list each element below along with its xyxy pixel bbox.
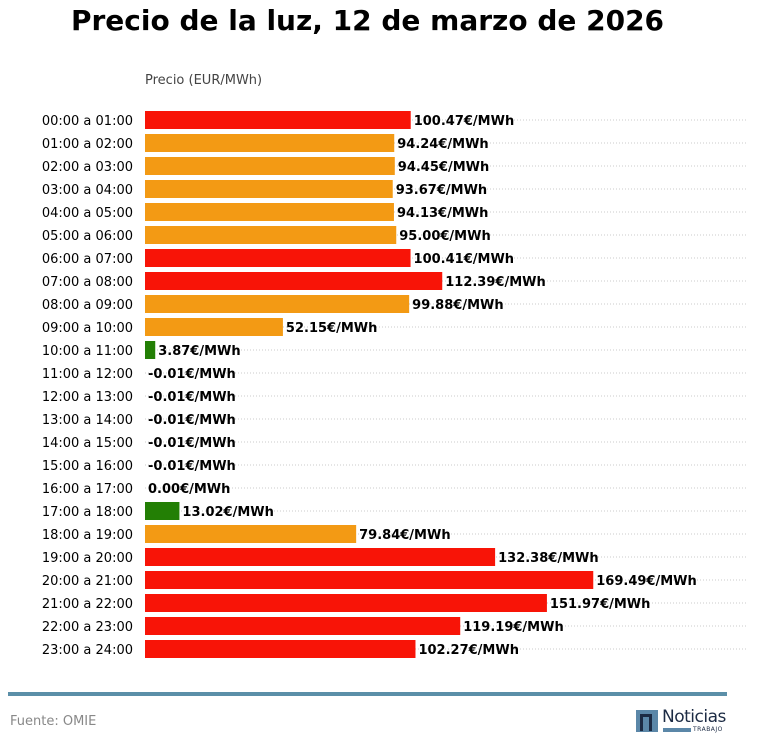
bar <box>145 226 397 244</box>
bar <box>145 571 594 589</box>
category-tick-label: 03:00 a 04:00 <box>42 183 133 198</box>
value-label: 93.67€/MWh <box>396 183 487 198</box>
value-label: 94.13€/MWh <box>397 206 488 221</box>
value-label: 151.97€/MWh <box>550 597 651 612</box>
bar <box>145 272 443 290</box>
category-tick-label: 05:00 a 06:00 <box>42 229 133 244</box>
bar <box>145 203 394 221</box>
category-tick-label: 07:00 a 08:00 <box>42 275 133 290</box>
x-axis-label: Precio (EUR/MWh) <box>145 73 263 88</box>
category-tick-label: 15:00 a 16:00 <box>42 459 133 474</box>
value-label: 100.47€/MWh <box>414 114 514 129</box>
bar <box>145 318 283 336</box>
category-tick-label: 00:00 a 01:00 <box>42 114 133 129</box>
category-tick-label: 21:00 a 22:00 <box>42 597 133 612</box>
bar <box>145 594 547 612</box>
value-label: 169.49€/MWh <box>596 574 697 589</box>
footer-divider <box>8 692 727 696</box>
value-label: 3.87€/MWh <box>158 344 240 359</box>
category-tick-label: 18:00 a 19:00 <box>42 528 133 543</box>
category-tick-label: 01:00 a 02:00 <box>42 137 133 152</box>
category-tick-label: 19:00 a 20:00 <box>42 551 133 566</box>
bar <box>145 525 357 543</box>
logo-text: Noticias <box>662 707 726 727</box>
bar <box>145 548 496 566</box>
chart-title: Precio de la luz, 12 de marzo de 2026 <box>70 4 665 37</box>
category-ticks: 00:00 a 01:00 01:00 a 02:00 02:00 a 03:00 0… <box>42 114 133 658</box>
category-tick-label: 23:00 a 24:00 <box>42 643 133 658</box>
value-label: 52.15€/MWh <box>286 321 377 336</box>
logo-subtext: TRABAJO <box>693 726 723 733</box>
bar <box>145 502 180 520</box>
value-label: 100.41€/MWh <box>414 252 514 267</box>
bar <box>145 640 416 658</box>
category-tick-label: 14:00 a 15:00 <box>42 436 133 451</box>
value-label: -0.01€/MWh <box>148 390 236 405</box>
category-tick-label: 17:00 a 18:00 <box>42 505 133 520</box>
value-label: 132.38€/MWh <box>498 551 598 566</box>
category-tick-label: 09:00 a 10:00 <box>42 321 133 336</box>
category-tick-label: 08:00 a 09:00 <box>42 298 133 313</box>
category-tick-label: 11:00 a 12:00 <box>42 367 133 382</box>
value-label: -0.01€/MWh <box>148 413 236 428</box>
value-label: -0.01€/MWh <box>148 436 236 451</box>
value-label: 95.00€/MWh <box>399 229 490 244</box>
value-labels: 100.47€/MWh 94.24€/MWh 94.45€/MWh 93.67€/MW… <box>148 114 697 658</box>
value-label: 102.27€/MWh <box>418 643 519 658</box>
bar <box>145 341 156 359</box>
bar <box>145 134 395 152</box>
value-label: 94.45€/MWh <box>398 160 489 175</box>
category-tick-label: 13:00 a 14:00 <box>42 413 133 428</box>
value-label: 99.88€/MWh <box>412 298 503 313</box>
category-tick-label: 22:00 a 23:00 <box>42 620 133 635</box>
bars <box>145 111 594 658</box>
value-label: 13.02€/MWh <box>182 505 273 520</box>
category-tick-label: 16:00 a 17:00 <box>42 482 133 497</box>
value-label: -0.01€/MWh <box>148 459 236 474</box>
value-label: 0.00€/MWh <box>148 482 230 497</box>
value-label: 119.19€/MWh <box>463 620 564 635</box>
bar <box>145 111 411 129</box>
grid-lines <box>145 119 748 650</box>
bar <box>145 295 410 313</box>
logo-n-icon <box>636 710 658 732</box>
noticias-trabajo-logo: Noticias TRABAJO <box>636 707 731 736</box>
category-tick-label: 04:00 a 05:00 <box>42 206 133 221</box>
category-tick-label: 12:00 a 13:00 <box>42 390 133 405</box>
value-label: 79.84€/MWh <box>359 528 450 543</box>
logo-underline <box>663 728 691 732</box>
category-tick-label: 20:00 a 21:00 <box>42 574 133 589</box>
category-tick-label: 06:00 a 07:00 <box>42 252 133 267</box>
bar <box>145 157 395 175</box>
category-tick-label: 10:00 a 11:00 <box>42 344 133 359</box>
bar <box>145 617 461 635</box>
value-label: -0.01€/MWh <box>148 367 236 382</box>
value-label: 112.39€/MWh <box>445 275 545 290</box>
bar <box>145 180 393 198</box>
source-note: Fuente: OMIE <box>10 714 97 729</box>
bar <box>145 249 411 267</box>
category-tick-label: 02:00 a 03:00 <box>42 160 133 175</box>
value-label: 94.24€/MWh <box>397 137 488 152</box>
bar-chart: 100.47€/MWh 94.24€/MWh 94.45€/MWh 93.67€/MW… <box>42 111 748 658</box>
